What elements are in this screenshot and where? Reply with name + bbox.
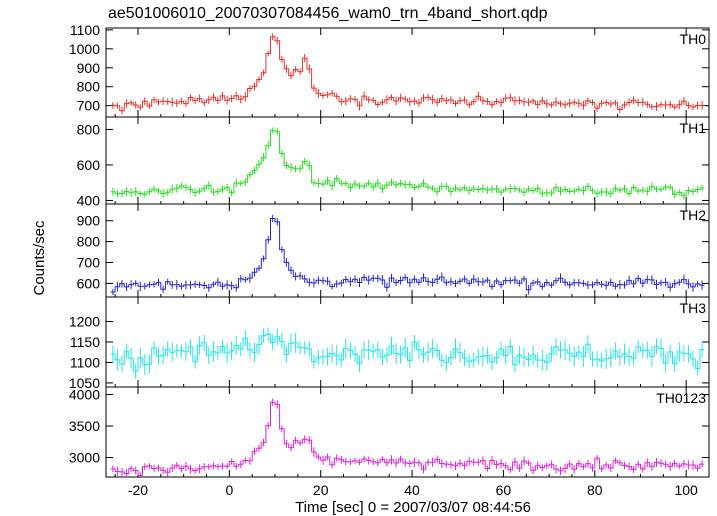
y-tick-label: 1100 <box>70 22 100 38</box>
y-tick-label: 800 <box>77 79 101 95</box>
x-tick-label: -20 <box>128 482 148 498</box>
x-axis-label: Time [sec] 0 = 2007/03/07 08:44:56 <box>295 499 531 516</box>
y-tick-label: 800 <box>77 121 101 137</box>
chart-title: ae501006010_20070307084456_wam0_trn_4ban… <box>108 5 548 22</box>
series-line <box>110 36 705 112</box>
panel-label: TH2 <box>680 207 707 223</box>
series-line <box>110 333 705 372</box>
y-tick-label: 1050 <box>69 375 100 391</box>
x-tick-label: 100 <box>674 482 698 498</box>
series-line <box>110 218 705 293</box>
panel-label: TH0 <box>680 31 707 47</box>
panel-th2: 600 700 800 900 TH2 <box>77 203 710 298</box>
series-th0 <box>110 33 705 115</box>
panel-th0123: 3000 3500 4000 TH0123 <box>69 386 710 478</box>
x-tick-label: 0 <box>225 482 233 498</box>
panel-th3: 1050 1100 1150 1200 TH3 <box>69 296 710 391</box>
y-tick-label: 1200 <box>69 314 100 330</box>
series-th0123 <box>110 398 705 477</box>
panel-frame <box>105 296 710 388</box>
x-tick-label: 80 <box>587 482 603 498</box>
y-tick-label: 4000 <box>69 387 100 403</box>
panel-frame <box>105 27 710 118</box>
y-axis-label: Counts/sec <box>31 220 48 296</box>
y-tick-label: 1000 <box>69 41 100 57</box>
panel-label: TH3 <box>680 300 707 316</box>
series-line <box>110 401 705 476</box>
x-tick-label: 40 <box>404 482 420 498</box>
y-tick-label: 400 <box>77 192 101 208</box>
panel-th0: 700 800 900 1000 1100 TH0 <box>69 22 710 118</box>
y-tick-label: 800 <box>77 234 101 250</box>
y-tick-label: 900 <box>77 213 101 229</box>
y-tick-label: 600 <box>77 157 101 173</box>
series-th2 <box>110 214 705 296</box>
x-tick-label: 60 <box>496 482 512 498</box>
series-th1 <box>110 127 705 200</box>
panel-th1: 400 600 800 TH1 <box>77 116 710 208</box>
panel-frame <box>105 386 710 478</box>
series-th3 <box>110 327 705 379</box>
panel-frame <box>105 116 710 205</box>
panel-label: TH1 <box>680 120 707 136</box>
y-tick-label: 900 <box>77 60 101 76</box>
y-tick-label: 1100 <box>70 354 100 370</box>
panel-label: TH0123 <box>656 390 706 406</box>
y-tick-label: 3000 <box>69 449 100 465</box>
series-line <box>110 129 705 197</box>
y-tick-label: 1150 <box>70 334 100 350</box>
y-tick-label: 700 <box>77 255 101 271</box>
y-tick-label: 600 <box>77 275 101 291</box>
y-tick-label: 700 <box>77 98 101 114</box>
x-tick-label: 20 <box>313 482 329 498</box>
y-tick-label: 3500 <box>69 418 100 434</box>
